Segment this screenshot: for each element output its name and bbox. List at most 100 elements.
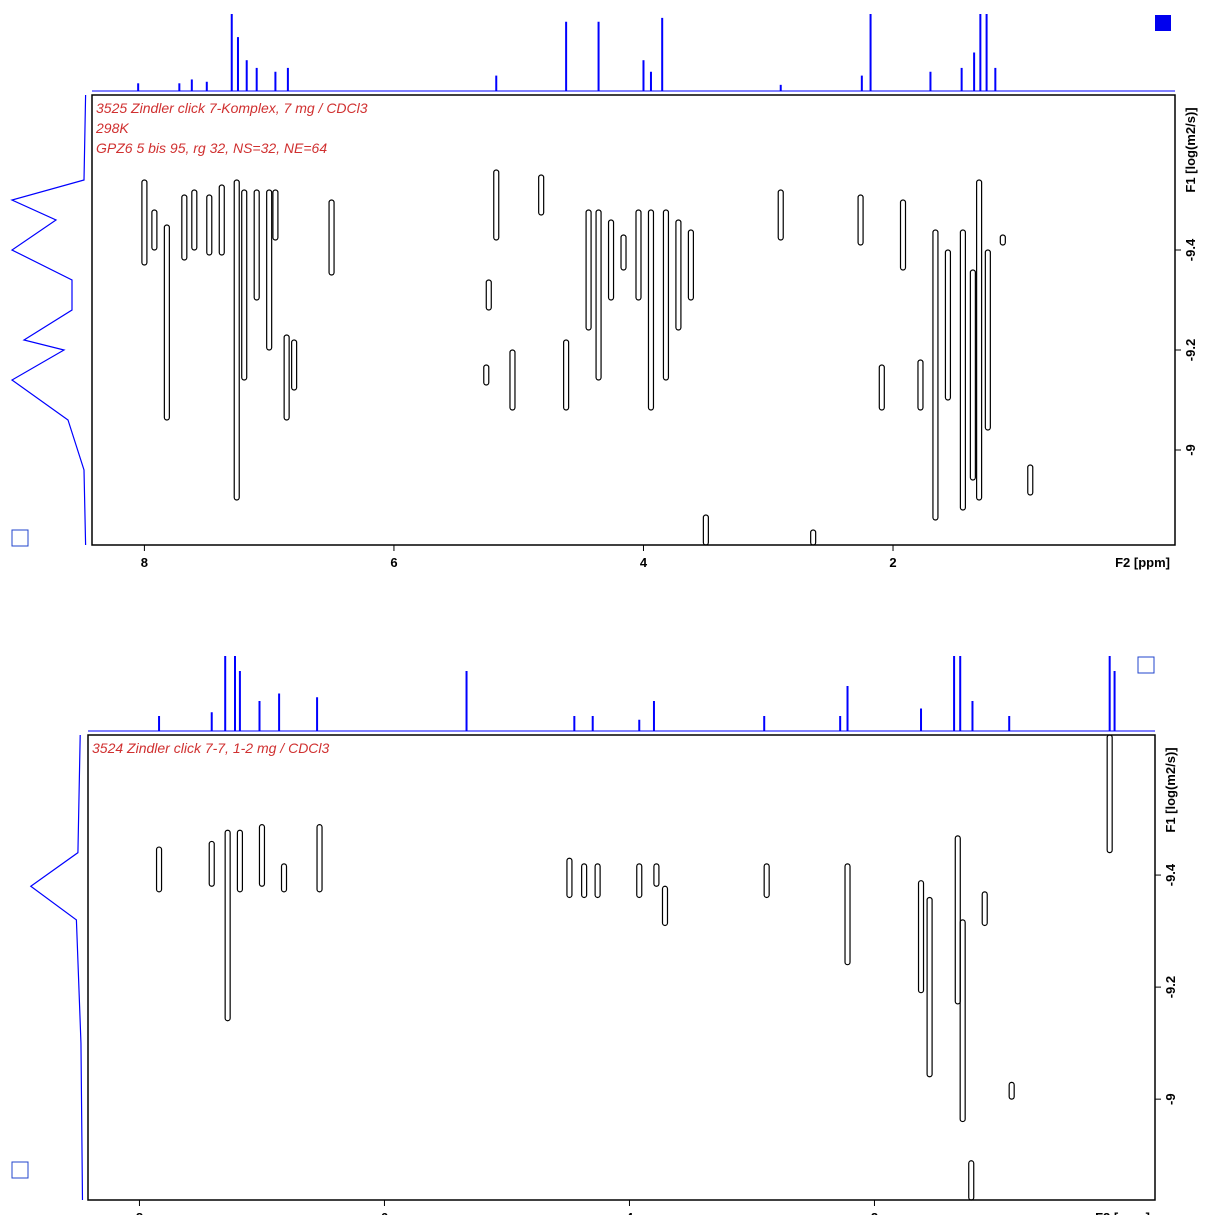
y-tick-label: -9.4 [1183, 238, 1198, 261]
contour-peak [999, 234, 1006, 246]
view-icon [11, 529, 29, 547]
contour-peak [899, 199, 907, 271]
x-tick-label: 6 [381, 1210, 388, 1215]
view-icon [1155, 15, 1171, 31]
contour-peak [155, 846, 163, 893]
contour-peak [236, 829, 244, 893]
y-tick-label: -9 [1183, 444, 1198, 456]
contour-peak [291, 339, 298, 391]
contour-peak [647, 209, 655, 411]
contour-peak [620, 234, 627, 271]
contour-peak [932, 229, 939, 521]
contour-peak [280, 863, 288, 893]
contour-peak [241, 189, 248, 381]
x-tick-label: 4 [626, 1210, 634, 1215]
contour-peak [141, 179, 148, 266]
contour-peak [777, 189, 784, 241]
x-tick-label: 8 [141, 555, 148, 570]
x-tick-label: 2 [889, 555, 896, 570]
contour-peak [218, 184, 225, 256]
contour-peak [585, 209, 592, 331]
x-tick-label: 6 [390, 555, 397, 570]
annotation: 298K [95, 120, 129, 136]
contour-peak [844, 863, 851, 966]
contour-peak [493, 169, 500, 241]
x-axis-label: F2 [ppm] [1095, 1210, 1150, 1215]
contour-peak [944, 249, 952, 401]
contour-peak [485, 279, 492, 311]
contour-peak [675, 219, 682, 331]
contour-peak [969, 269, 976, 481]
contour-peak [653, 863, 660, 887]
projection-f1 [29, 734, 84, 1201]
contour-peak [566, 857, 573, 899]
contour-peak [810, 529, 817, 546]
y-tick-label: -9.4 [1163, 863, 1178, 886]
contour-peak [954, 835, 961, 1005]
contour-peak [191, 189, 198, 251]
contour-peak [662, 209, 670, 381]
contour-peak [181, 194, 188, 261]
contour-peak [1027, 464, 1034, 496]
contour-peak [509, 349, 516, 411]
contour-peak [687, 229, 694, 301]
plot-frame [91, 94, 1176, 546]
contour-peak [984, 249, 991, 431]
contour-peak [283, 334, 290, 421]
annotation: GPZ6 5 bis 95, rg 32, NS=32, NE=64 [96, 140, 327, 156]
contour-peak [959, 919, 966, 1123]
contour-peak [1008, 1081, 1015, 1100]
contour-peak [483, 364, 490, 386]
plot-frame [87, 734, 1156, 1201]
contour-peak [968, 1160, 975, 1201]
contour-peak [702, 514, 709, 546]
contour-peak [661, 885, 669, 927]
contour-peak [1106, 734, 1113, 854]
x-tick-label: 4 [640, 555, 648, 570]
contour-peak [258, 824, 266, 887]
contour-peak [594, 863, 601, 899]
contour-peak [917, 880, 925, 994]
contour-peak [976, 179, 983, 501]
y-axis-label: F1 [log(m2/s)] [1183, 107, 1198, 192]
annotation: 3524 Zindler click 7-7, 1-2 mg / CDCl3 [92, 740, 330, 756]
contour-peak [917, 359, 924, 411]
view-icon [1137, 656, 1155, 674]
contour-peak [208, 840, 215, 887]
x-tick-label: 2 [871, 1210, 878, 1215]
contour-peak [316, 824, 323, 893]
annotation: 3525 Zindler click 7-Komplex, 7 mg / CDC… [96, 100, 368, 116]
contour-peak [981, 891, 988, 927]
x-tick-label: 8 [136, 1210, 143, 1215]
contour-peak [635, 209, 642, 301]
contour-peak [926, 896, 933, 1078]
contour-peak [151, 209, 158, 251]
y-axis-label: F1 [log(m2/s)] [1163, 747, 1178, 832]
y-tick-label: -9 [1163, 1093, 1178, 1105]
view-icon [11, 1161, 29, 1179]
contour-peak [595, 209, 602, 381]
contour-peak [563, 339, 570, 411]
x-axis-label: F2 [ppm] [1115, 555, 1170, 570]
contour-peak [272, 189, 279, 241]
contour-peak [959, 229, 966, 511]
contour-peak [253, 189, 260, 301]
contour-peak [607, 219, 615, 301]
contour-peak [233, 179, 240, 501]
y-tick-label: -9.2 [1163, 976, 1178, 998]
contour-peak [636, 863, 643, 899]
projection-f1 [10, 94, 87, 546]
y-tick-label: -9.2 [1183, 339, 1198, 361]
contour-peak [878, 364, 885, 411]
contour-peak [328, 199, 335, 276]
contour-peak [206, 194, 213, 256]
contour-peak [857, 194, 864, 246]
contour-peak [581, 863, 588, 899]
contour-peak [224, 829, 231, 1022]
contour-peak [163, 224, 170, 421]
contour-peak [538, 174, 545, 216]
contour-peak [266, 189, 273, 351]
contour-peak [763, 863, 770, 899]
